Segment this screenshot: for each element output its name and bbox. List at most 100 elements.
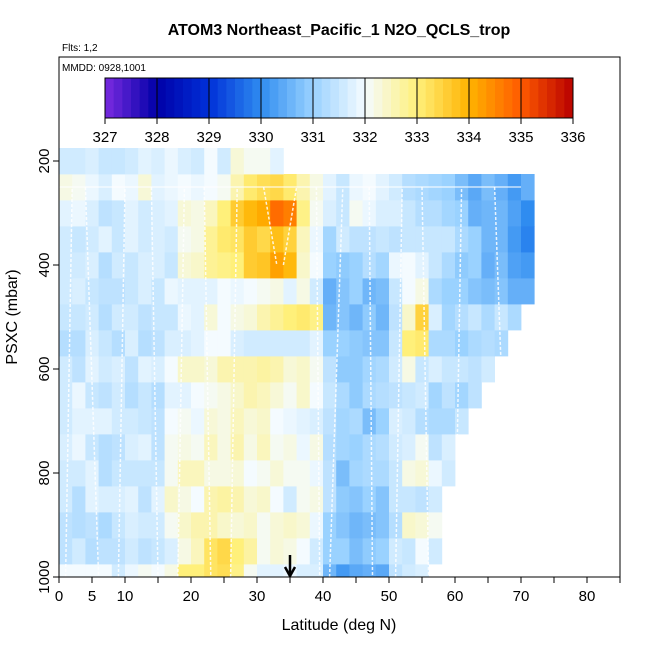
heatmap-cell [151,278,165,305]
heatmap-cell [323,252,337,279]
colorbar-swatch [330,78,340,118]
heatmap-cell [336,252,350,279]
heatmap-cell [125,382,139,409]
heatmap-cell [481,356,495,383]
heatmap-cell [217,330,231,357]
heatmap-cell [349,460,363,487]
heatmap-cell [85,226,99,253]
heatmap-cell [375,460,390,487]
heatmap-cell [270,564,284,577]
heatmap-cell [375,226,390,253]
colorbar-swatch [434,78,444,118]
heatmap-cell [441,408,456,435]
flight-track-segment [229,186,238,577]
colorbar-swatch [131,78,141,118]
colorbar-swatch [538,78,548,118]
heatmap-cell [362,330,377,357]
colorbar-swatch [157,78,167,118]
heatmap-cell [441,200,456,227]
heatmap-cell [521,174,535,201]
heatmap-cell [428,252,443,279]
heatmap-cell [230,512,245,539]
heatmap-cell [217,512,231,539]
colorbar-tick-label: 332 [352,129,377,146]
heatmap-cell [191,460,205,487]
heatmap-cell [164,304,179,331]
heatmap-cell [138,564,152,577]
y-axis: 200 400 600 800 1000 [36,148,59,594]
colorbar-tick-label: 328 [144,129,169,146]
heatmap-cell [151,148,165,175]
heatmap-cell [389,304,403,331]
heatmap-cell [125,486,139,513]
heatmap-cell [468,200,482,227]
colorbar-swatch [209,78,219,118]
heatmap-cell [111,252,126,279]
heatmap-cell [111,148,126,175]
latitude-marker-arrow [283,555,297,579]
heatmap-cell [283,382,297,409]
heatmap-cell [494,252,509,279]
heatmap-cell [389,486,403,513]
heatmap-cell [164,460,179,487]
heatmap-cell [257,460,271,487]
heatmap-cell [138,304,152,331]
colorbar-swatch [451,78,461,118]
heatmap-cell [98,304,113,331]
heatmap-cell [177,538,192,565]
flight-track-segment [150,186,159,577]
flight-tracks [59,186,521,577]
heatmap-cell [415,512,429,539]
heatmap-cell [85,200,99,227]
heatmap-cell [191,304,205,331]
flight-track-segment [394,186,403,577]
heatmap-cell [296,382,311,409]
heatmap-cell [125,226,139,253]
heatmap-cell [257,434,271,461]
colorbar-swatch [399,78,409,118]
heatmap-cell [507,200,522,227]
heatmap-cell [111,200,126,227]
heatmap-cell [402,460,416,487]
heatmap-cell [111,486,126,513]
heatmap-cell [455,252,469,279]
colorbar-swatch [486,78,496,118]
heatmap-cell [230,460,245,487]
heatmap-cell [336,564,350,577]
heatmap-cell [230,200,245,227]
colorbar-swatch [243,78,253,118]
heatmap-cell [217,226,231,253]
heatmap-cell [98,538,113,565]
heatmap-cell [349,486,363,513]
heatmap-cell [217,278,231,305]
heatmap-cell [138,200,152,227]
flight-track-segment [493,186,502,370]
heatmap-cell [138,486,152,513]
heatmap-cell [283,434,297,461]
heatmap-cell [204,278,218,305]
heatmap-cell [336,356,350,383]
heatmap-cell [243,200,258,227]
heatmap-cell [164,252,179,279]
heatmap-cell [177,200,192,227]
heatmap-cell [481,252,495,279]
heatmap-cell [323,304,337,331]
heatmap-cell [59,486,73,513]
heatmap-cell [138,252,152,279]
heatmap-cell [296,304,311,331]
heatmap-cell [177,252,192,279]
heatmap-cell [441,226,456,253]
colorbar-swatch [148,78,158,118]
heatmap-cell [296,538,311,565]
colorbar-swatch [261,78,271,118]
heatmap-cell [283,278,297,305]
heatmap-cell [257,408,271,435]
heatmap-cell [98,278,113,305]
heatmap-cell [415,434,429,461]
heatmap-cell [415,564,429,577]
x-tick-label: 50 [381,588,398,605]
colorbar-swatch [503,78,513,118]
colorbar-tick-label: 336 [560,129,585,146]
heatmap-cell [191,382,205,409]
